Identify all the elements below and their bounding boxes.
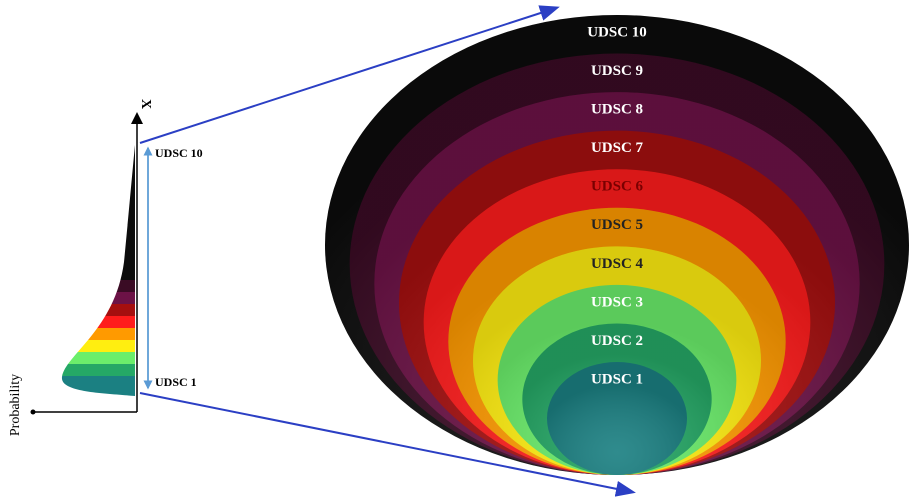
axis-end: [30, 409, 36, 415]
scale-top-label: UDSC 10: [155, 146, 203, 160]
level-label: UDSC 7: [591, 140, 644, 156]
curve-band: [61, 364, 135, 376]
curve-band: [61, 352, 135, 364]
ellipse-group: UDSC 1 UDSC 2 UDSC 3 UDSC 4 UDSC 5 UDSC 6 UDSC…: [325, 15, 909, 476]
level-label: UDSC 6: [591, 179, 644, 195]
scale-bottom-label: UDSC 1: [155, 375, 197, 389]
level-label: UDSC 10: [587, 24, 647, 40]
curve-band: [61, 304, 135, 316]
level-label: UDSC 5: [591, 217, 643, 233]
curve-band: [61, 280, 135, 292]
level-label: UDSC 3: [591, 294, 643, 310]
level-label: UDSC 2: [591, 333, 643, 349]
connector: [139, 5, 560, 144]
distribution-plot: X Probability UDSC 10 UDSC 1: [8, 99, 202, 436]
level-label: UDSC 4: [591, 256, 644, 272]
y-axis-label: X: [138, 99, 153, 109]
level-label: UDSC 1: [591, 371, 643, 387]
connector: [139, 392, 636, 497]
distribution-curve: [61, 145, 135, 396]
level-label: UDSC 8: [591, 102, 643, 118]
curve-band: [61, 145, 135, 280]
curve-band: [61, 316, 135, 328]
level-label: UDSC 9: [591, 63, 643, 79]
curve-band: [61, 292, 135, 304]
curve-band: [61, 328, 135, 340]
level-shade: [547, 362, 687, 475]
x-axis-label: Probability: [8, 374, 23, 436]
curve-band: [61, 376, 135, 396]
curve-band: [61, 340, 135, 352]
